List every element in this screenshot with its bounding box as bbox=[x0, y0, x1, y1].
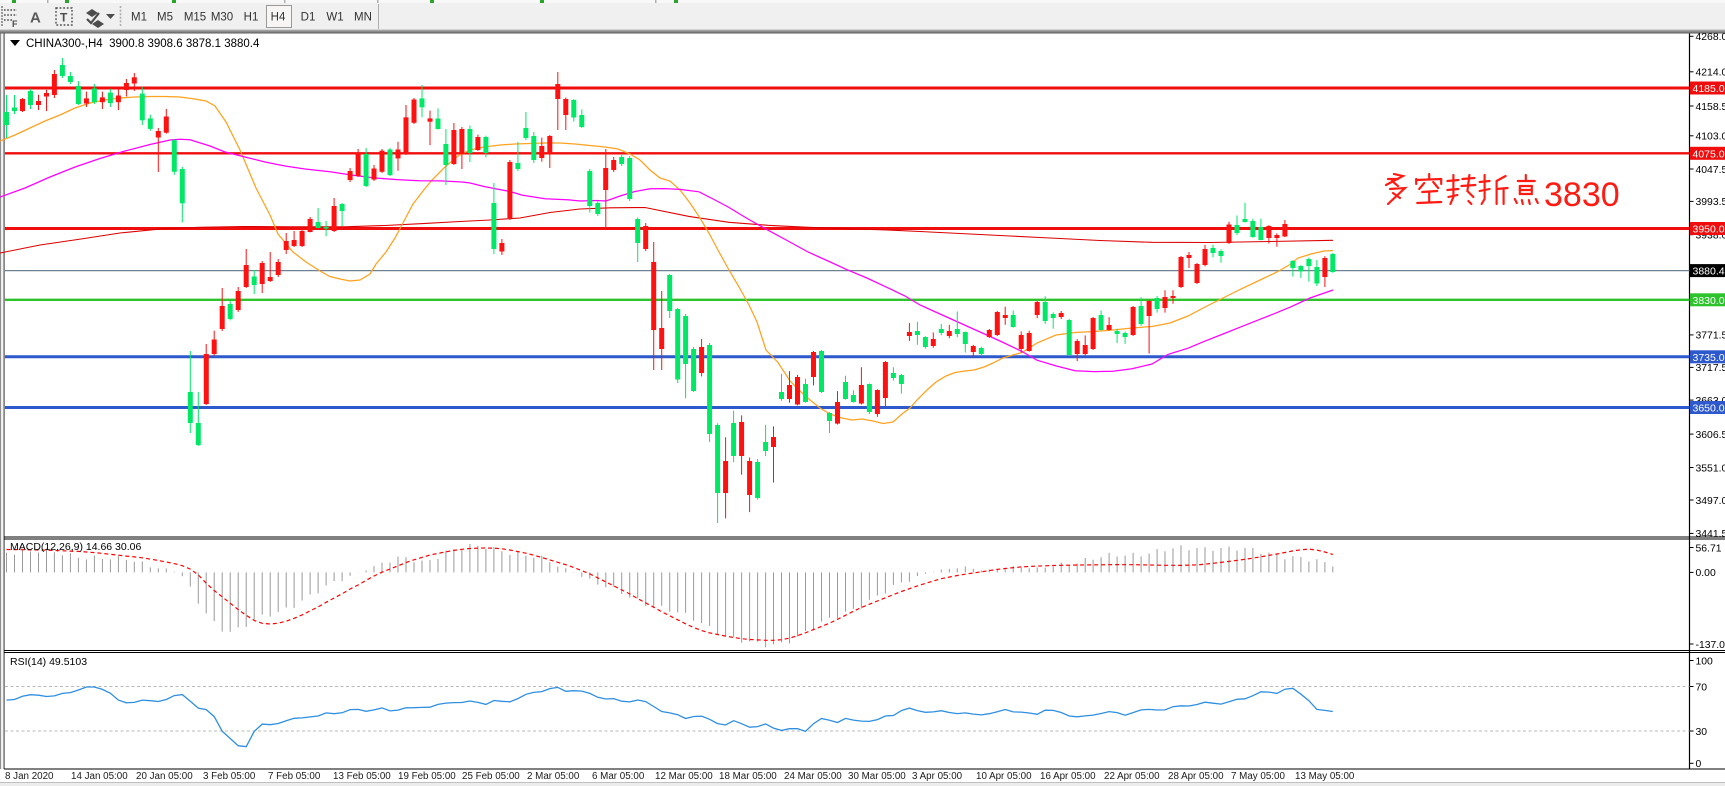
svg-text:6 Mar 05:00: 6 Mar 05:00 bbox=[592, 771, 645, 782]
svg-text:M1: M1 bbox=[131, 12, 147, 24]
svg-text:13 Feb 05:00: 13 Feb 05:00 bbox=[333, 771, 391, 782]
svg-text:7 May 05:00: 7 May 05:00 bbox=[1231, 771, 1285, 782]
svg-text:3830: 3830 bbox=[1544, 176, 1620, 214]
svg-text:3950.0: 3950.0 bbox=[1693, 224, 1725, 236]
svg-text:56.71: 56.71 bbox=[1696, 543, 1722, 554]
svg-text:10 Apr 05:00: 10 Apr 05:00 bbox=[976, 771, 1032, 782]
svg-text:CHINA300-,H4 3900.8 3908.6 38: CHINA300-,H4 3900.8 3908.6 3878.1 3880.4 bbox=[26, 38, 260, 50]
svg-text:RSI(14) 49.5103: RSI(14) 49.5103 bbox=[10, 656, 87, 668]
svg-text:22 Apr 05:00: 22 Apr 05:00 bbox=[1104, 771, 1160, 782]
svg-text:MACD(12,26,9) 14.66 30.06: MACD(12,26,9) 14.66 30.06 bbox=[10, 541, 141, 553]
svg-text:3551.0: 3551.0 bbox=[1696, 463, 1725, 474]
svg-text:3650.0: 3650.0 bbox=[1693, 403, 1725, 415]
svg-text:T: T bbox=[60, 11, 68, 25]
svg-text:7 Feb 05:00: 7 Feb 05:00 bbox=[268, 771, 321, 782]
svg-text:3771.5: 3771.5 bbox=[1696, 331, 1725, 342]
svg-text:28 Apr 05:00: 28 Apr 05:00 bbox=[1168, 771, 1224, 782]
svg-text:100: 100 bbox=[1696, 656, 1714, 667]
svg-text:3735.0: 3735.0 bbox=[1693, 352, 1725, 364]
svg-text:4103.0: 4103.0 bbox=[1696, 132, 1725, 143]
svg-text:4268.0: 4268.0 bbox=[1696, 32, 1725, 43]
svg-text:3717.5: 3717.5 bbox=[1696, 363, 1725, 374]
svg-text:H1: H1 bbox=[244, 12, 259, 24]
svg-text:3 Apr 05:00: 3 Apr 05:00 bbox=[912, 771, 963, 782]
svg-text:4214.0: 4214.0 bbox=[1696, 68, 1725, 79]
svg-text:19 Feb 05:00: 19 Feb 05:00 bbox=[398, 771, 456, 782]
svg-text:16 Apr 05:00: 16 Apr 05:00 bbox=[1040, 771, 1096, 782]
svg-text:M5: M5 bbox=[157, 12, 173, 24]
svg-text:3606.5: 3606.5 bbox=[1696, 430, 1725, 441]
svg-text:M15: M15 bbox=[184, 12, 206, 24]
svg-text:25 Feb 05:00: 25 Feb 05:00 bbox=[462, 771, 520, 782]
svg-text:70: 70 bbox=[1696, 682, 1708, 693]
svg-text:-137.01: -137.01 bbox=[1696, 640, 1725, 651]
svg-text:30: 30 bbox=[1696, 727, 1708, 738]
svg-text:0.00: 0.00 bbox=[1696, 568, 1716, 579]
svg-text:H4: H4 bbox=[271, 12, 286, 24]
svg-text:3441.5: 3441.5 bbox=[1696, 529, 1725, 540]
svg-text:12 Mar 05:00: 12 Mar 05:00 bbox=[655, 771, 713, 782]
svg-text:4047.5: 4047.5 bbox=[1696, 165, 1725, 176]
svg-text:2 Mar 05:00: 2 Mar 05:00 bbox=[527, 771, 580, 782]
svg-text:W1: W1 bbox=[326, 12, 343, 24]
svg-text:3880.4: 3880.4 bbox=[1693, 266, 1725, 278]
svg-text:4158.5: 4158.5 bbox=[1696, 102, 1725, 113]
svg-text:A: A bbox=[30, 10, 41, 27]
svg-text:24 Mar 05:00: 24 Mar 05:00 bbox=[784, 771, 842, 782]
svg-text:8 Jan 2020: 8 Jan 2020 bbox=[5, 771, 54, 782]
svg-text:3938.0: 3938.0 bbox=[1696, 231, 1725, 242]
svg-text:3830.0: 3830.0 bbox=[1693, 295, 1725, 307]
svg-text:20 Jan 05:00: 20 Jan 05:00 bbox=[136, 771, 193, 782]
svg-text:13 May 05:00: 13 May 05:00 bbox=[1295, 771, 1355, 782]
svg-text:4075.0: 4075.0 bbox=[1693, 148, 1725, 160]
svg-text:0: 0 bbox=[1696, 759, 1702, 770]
svg-text:14 Jan 05:00: 14 Jan 05:00 bbox=[71, 771, 128, 782]
svg-text:4185.0: 4185.0 bbox=[1693, 83, 1725, 95]
svg-text:3993.5: 3993.5 bbox=[1696, 197, 1725, 208]
svg-text:MN: MN bbox=[354, 12, 372, 24]
svg-text:3 Feb 05:00: 3 Feb 05:00 bbox=[203, 771, 256, 782]
svg-text:F: F bbox=[12, 19, 18, 29]
svg-text:D1: D1 bbox=[301, 12, 316, 24]
svg-text:3497.0: 3497.0 bbox=[1696, 496, 1725, 507]
svg-text:30 Mar 05:00: 30 Mar 05:00 bbox=[848, 771, 906, 782]
svg-text:18 Mar 05:00: 18 Mar 05:00 bbox=[719, 771, 777, 782]
svg-text:M30: M30 bbox=[211, 12, 233, 24]
